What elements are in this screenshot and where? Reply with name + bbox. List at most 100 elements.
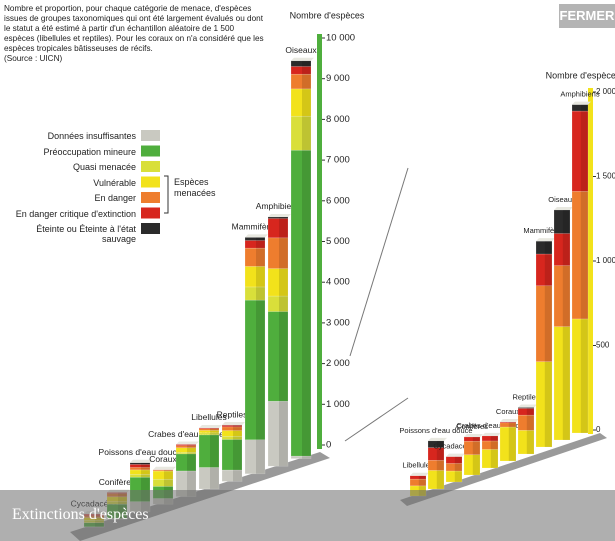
y-tick-label: 6 000 — [326, 195, 350, 206]
bar-side — [256, 240, 265, 249]
bar-top — [222, 422, 245, 426]
bar-side — [544, 254, 552, 286]
bar-side — [302, 66, 311, 75]
category-label: Conifères — [456, 422, 488, 431]
bar-side — [418, 479, 426, 486]
y-axis-title: Nombre d'espèces — [290, 10, 365, 20]
category-label: Crabes d'eau douce — [148, 429, 224, 439]
bar-side — [256, 439, 265, 474]
bar-side — [454, 463, 462, 472]
category-label: Libellules — [191, 412, 226, 422]
bar-side — [279, 268, 288, 297]
category-label: Crabes d'eau douce — [457, 421, 524, 430]
y-tick-label: 500 — [596, 341, 610, 350]
bar-top — [536, 238, 555, 242]
bar-side — [141, 477, 150, 502]
bar-segment — [244, 299, 266, 441]
bar-top — [176, 441, 199, 445]
note: Nombre et proportion, pour chaque catégo… — [4, 4, 266, 64]
bar-side — [256, 300, 265, 440]
bar-side — [233, 430, 242, 437]
bar-side — [562, 209, 570, 234]
bar-top — [130, 459, 153, 463]
bar-top — [199, 424, 222, 428]
bar-top — [446, 453, 465, 457]
bar-side — [187, 447, 196, 453]
category-label: Mammifères — [232, 222, 279, 232]
bar-side — [279, 311, 288, 402]
bar-side — [526, 407, 534, 409]
legend-label: Quasi menacée — [72, 162, 136, 172]
bar-side — [302, 150, 311, 457]
legend-group-label: Espèces menacées — [174, 177, 216, 198]
category-label: Coraux — [496, 407, 520, 416]
bar-side — [580, 104, 588, 112]
bar-segment — [535, 361, 553, 448]
bar-side — [436, 447, 444, 461]
bar-side — [141, 467, 150, 470]
bar-segment — [553, 265, 571, 327]
bar-top — [410, 472, 429, 476]
category-label: Amphibiens — [560, 90, 599, 99]
bar-top — [464, 433, 483, 437]
legend-swatch — [141, 223, 160, 234]
y-axis-title: Nombre d'espèces — [546, 70, 615, 80]
category-label: Poissons d'eau douce — [399, 426, 472, 435]
bar-side — [141, 462, 150, 465]
legend-swatch — [141, 161, 160, 172]
bar-side — [279, 296, 288, 312]
y-tick-label: 1 500 — [596, 172, 615, 181]
y-tick-label: 7 000 — [326, 155, 350, 166]
y-tick-label: 2 000 — [596, 87, 615, 96]
bar-side — [508, 422, 516, 428]
bar-side — [562, 233, 570, 266]
category-label: Oiseaux — [285, 45, 317, 55]
y-tick-label: 5 000 — [326, 236, 350, 247]
bar-side — [490, 435, 498, 441]
bar-side — [210, 428, 219, 431]
bar-side — [490, 449, 498, 468]
source: (Source : UICN) — [4, 54, 63, 63]
bar-side — [256, 286, 265, 301]
bar-side — [544, 285, 552, 362]
legend-swatch — [141, 130, 160, 141]
note-text: Nombre et proportion, pour chaque catégo… — [4, 4, 264, 53]
zoom-line — [344, 397, 409, 442]
bar-side — [544, 361, 552, 447]
y-tick-label: 10 000 — [326, 33, 355, 44]
bar-side — [508, 421, 516, 423]
y-tick-label: 0 — [596, 425, 601, 434]
bar-side — [526, 408, 534, 416]
bar-side — [233, 439, 242, 471]
bar-side — [256, 237, 265, 241]
bar-side — [526, 430, 534, 454]
bar-top — [153, 466, 176, 470]
bar-side — [256, 266, 265, 287]
legend-label: En danger critique d'extinction — [15, 208, 136, 219]
category-label: Cycadacées — [433, 442, 475, 451]
bar-side — [562, 326, 570, 440]
y-tick-label: 1 000 — [326, 399, 350, 410]
legend-bracket — [164, 175, 169, 214]
legend-label: Vulnérable — [93, 177, 136, 188]
bar-side — [472, 436, 480, 442]
bar-side — [233, 436, 242, 440]
caption-banner: Extinctions d'espèces — [0, 490, 615, 541]
bar-side — [490, 440, 498, 450]
bar-side — [187, 444, 196, 446]
bar-top — [245, 234, 268, 238]
bar-side — [187, 453, 196, 471]
bar-segment — [198, 432, 220, 436]
y-tick-label: 4 000 — [326, 277, 350, 288]
bar-side — [302, 60, 311, 67]
bar-side — [436, 460, 444, 471]
category-label: Conifères — [99, 477, 135, 487]
legend-swatch — [141, 207, 160, 219]
close-button[interactable]: FERMER — [559, 4, 615, 28]
bar-side — [454, 471, 462, 482]
bar-top — [554, 206, 573, 210]
bar-top — [482, 432, 501, 436]
bar-side — [580, 111, 588, 192]
bar-side — [526, 415, 534, 431]
bar-side — [210, 434, 219, 468]
